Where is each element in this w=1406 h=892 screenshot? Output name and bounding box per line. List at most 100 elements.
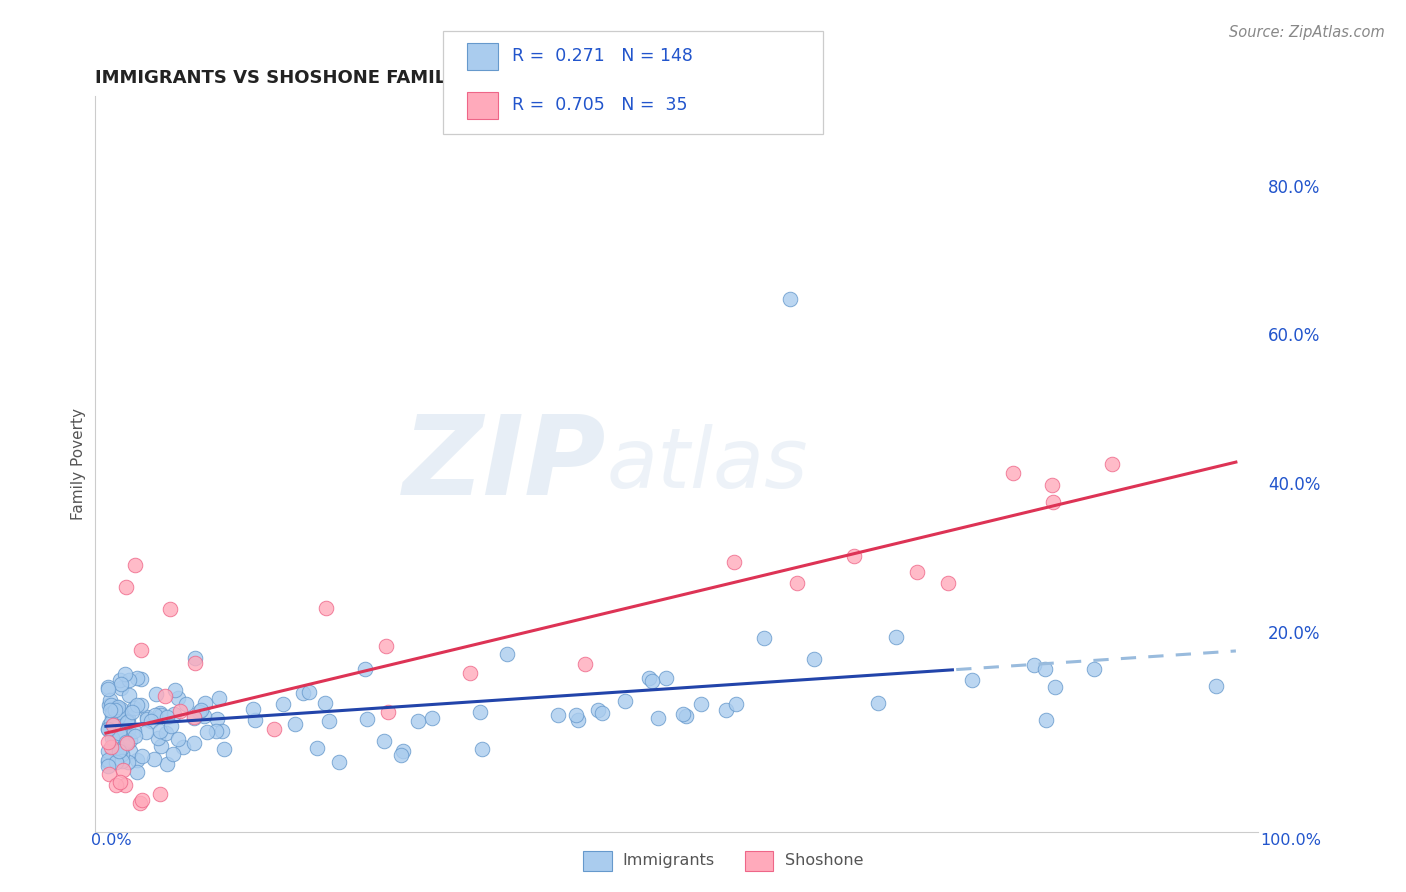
Point	[125, 754, 148, 768]
Point	[104, 756, 127, 770]
Point	[354, 662, 377, 676]
Point	[305, 741, 328, 756]
Point	[117, 714, 139, 729]
Point	[163, 706, 186, 721]
Point	[112, 726, 135, 740]
Point	[125, 764, 148, 779]
Point	[315, 601, 337, 615]
Point	[101, 710, 124, 724]
Point	[107, 710, 129, 724]
Point	[115, 734, 138, 748]
Point	[420, 711, 443, 725]
Text: R =  0.271   N = 148: R = 0.271 N = 148	[512, 47, 693, 65]
Point	[101, 744, 124, 758]
Point	[183, 736, 205, 750]
Point	[115, 736, 138, 750]
Point	[373, 733, 395, 747]
Point	[110, 702, 132, 716]
Point	[115, 580, 138, 594]
Point	[1101, 457, 1123, 471]
Point	[110, 741, 132, 756]
Point	[243, 713, 266, 727]
Point	[108, 725, 131, 739]
Point	[723, 556, 745, 570]
Point	[271, 698, 294, 712]
Point	[193, 709, 215, 723]
Point	[111, 754, 134, 768]
Point	[567, 713, 589, 727]
Point	[108, 723, 131, 738]
Text: R =  0.705   N =  35: R = 0.705 N = 35	[512, 96, 688, 114]
Point	[107, 726, 129, 740]
Point	[110, 747, 132, 762]
Point	[131, 793, 153, 807]
Point	[97, 718, 120, 732]
Point	[586, 703, 609, 717]
Point	[163, 682, 186, 697]
Point	[145, 688, 167, 702]
Point	[107, 720, 129, 734]
Point	[141, 714, 163, 728]
Point	[183, 710, 205, 724]
Point	[194, 696, 217, 710]
Point	[112, 713, 135, 727]
Point	[183, 711, 205, 725]
Point	[100, 714, 122, 729]
Point	[103, 733, 125, 747]
Point	[190, 703, 212, 717]
Point	[107, 702, 129, 716]
Point	[375, 639, 398, 653]
Point	[135, 724, 157, 739]
Point	[314, 696, 336, 710]
Point	[495, 648, 517, 662]
Point	[377, 705, 399, 719]
Point	[97, 723, 120, 737]
Point	[654, 671, 676, 685]
Text: ZIP: ZIP	[404, 411, 607, 518]
Text: atlas: atlas	[607, 424, 808, 505]
Point	[166, 691, 188, 706]
Point	[389, 747, 412, 762]
Point	[184, 650, 207, 665]
Point	[143, 707, 166, 722]
Point	[100, 693, 122, 707]
Point	[149, 706, 172, 720]
Point	[905, 565, 928, 579]
Point	[291, 686, 314, 700]
Point	[131, 748, 153, 763]
Point	[114, 666, 136, 681]
Text: Shoshone: Shoshone	[785, 854, 863, 868]
Point	[118, 744, 141, 758]
Point	[103, 712, 125, 726]
Point	[101, 706, 124, 720]
Point	[97, 759, 120, 773]
Point	[195, 725, 218, 739]
Point	[866, 696, 889, 710]
Point	[205, 712, 228, 726]
Point	[117, 714, 139, 729]
Point	[122, 700, 145, 714]
Point	[884, 630, 907, 644]
Point	[613, 694, 636, 708]
Point	[135, 712, 157, 726]
Point	[960, 673, 983, 687]
Point	[174, 697, 197, 711]
Point	[1083, 662, 1105, 676]
Point	[211, 724, 233, 739]
Point	[786, 575, 808, 590]
Point	[779, 293, 801, 307]
Point	[1042, 495, 1064, 509]
Point	[725, 697, 748, 711]
Point	[129, 698, 152, 713]
Point	[117, 711, 139, 725]
Point	[108, 775, 131, 789]
Point	[125, 698, 148, 713]
Point	[641, 673, 664, 688]
Point	[115, 709, 138, 723]
Point	[159, 602, 181, 616]
Point	[169, 704, 191, 718]
Text: Immigrants: Immigrants	[623, 854, 716, 868]
Point	[1043, 680, 1066, 694]
Point	[458, 665, 481, 680]
Point	[118, 688, 141, 702]
